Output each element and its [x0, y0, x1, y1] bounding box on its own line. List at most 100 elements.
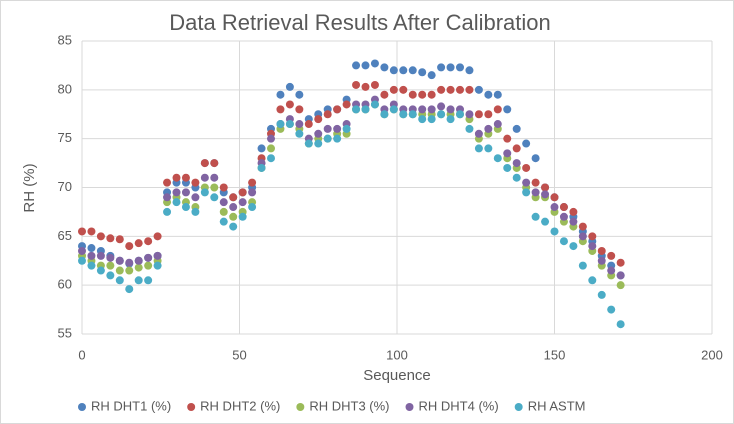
data-point [522, 178, 531, 187]
data-point [616, 271, 625, 280]
data-point [446, 105, 455, 114]
data-point [522, 139, 531, 148]
data-point [616, 258, 625, 267]
data-point [569, 207, 578, 216]
data-point [503, 149, 512, 158]
data-point [181, 173, 190, 182]
data-point [569, 242, 578, 251]
data-point [229, 193, 238, 202]
data-point [361, 61, 370, 70]
data-point [559, 203, 568, 212]
data-point [219, 207, 228, 216]
data-point [181, 188, 190, 197]
legend-label: RH ASTM [528, 398, 586, 413]
data-point [550, 227, 559, 236]
y-axis-label: RH (%) [21, 163, 38, 212]
data-point [115, 266, 124, 275]
data-point [465, 85, 474, 94]
data-point [87, 227, 96, 236]
data-point [314, 139, 323, 148]
data-point [257, 144, 266, 153]
data-point [522, 163, 531, 172]
data-point [352, 80, 361, 89]
data-point [427, 115, 436, 124]
data-point [304, 120, 313, 129]
data-point [427, 71, 436, 80]
data-point [418, 90, 427, 99]
data-point [588, 276, 597, 285]
data-point [229, 212, 238, 221]
data-point [559, 237, 568, 246]
data-point [503, 105, 512, 114]
data-point [191, 178, 200, 187]
data-point [389, 105, 398, 114]
data-point [569, 217, 578, 226]
data-point [153, 261, 162, 270]
data-point [361, 82, 370, 91]
data-point [219, 217, 228, 226]
data-point [87, 261, 96, 270]
data-point [361, 105, 370, 114]
data-point [512, 173, 521, 182]
data-point [172, 173, 181, 182]
data-point [323, 110, 332, 119]
x-tick-label: 150 [544, 347, 566, 362]
data-point [352, 105, 361, 114]
data-point [106, 261, 115, 270]
data-point [153, 251, 162, 260]
data-point [333, 134, 342, 143]
data-point [210, 193, 219, 202]
data-point [323, 124, 332, 133]
data-point [541, 190, 550, 199]
data-point [267, 144, 275, 153]
legend-label: RH DHT3 (%) [309, 398, 389, 413]
data-point [389, 66, 398, 75]
data-point [522, 188, 531, 197]
data-point [191, 193, 200, 202]
data-point [616, 320, 625, 329]
data-point [248, 203, 257, 212]
data-point [597, 290, 606, 299]
data-point [115, 276, 124, 285]
data-point [125, 242, 134, 251]
x-axis-label: Sequence [363, 367, 431, 384]
data-point [531, 188, 540, 197]
y-tick-label: 75 [58, 130, 72, 145]
data-point [229, 222, 238, 231]
data-point [115, 256, 124, 265]
data-point [125, 266, 134, 275]
data-point [134, 256, 143, 265]
data-point [285, 82, 294, 91]
data-point [163, 178, 172, 187]
data-point [550, 203, 559, 212]
data-point [607, 251, 616, 260]
data-point [200, 159, 209, 168]
data-point [134, 276, 143, 285]
data-point [87, 251, 96, 260]
chart-title: Data Retrieval Results After Calibration [169, 10, 551, 35]
data-point [248, 178, 257, 187]
data-point [106, 253, 115, 262]
data-point [550, 193, 559, 202]
data-point [219, 183, 228, 192]
data-point [446, 115, 455, 124]
data-point [456, 110, 464, 119]
data-point [163, 193, 172, 202]
data-point [314, 129, 323, 138]
legend-label: RH DHT2 (%) [200, 398, 280, 413]
data-point [380, 110, 389, 119]
data-point [314, 115, 323, 124]
data-point [181, 203, 190, 212]
data-point [503, 134, 512, 143]
legend-marker [514, 403, 523, 411]
y-tick-label: 80 [58, 81, 72, 96]
data-point [115, 235, 124, 244]
data-point [541, 183, 550, 192]
data-point [172, 188, 181, 197]
data-point [238, 198, 247, 207]
data-point [512, 144, 521, 153]
data-point [257, 163, 266, 172]
data-point [437, 102, 446, 111]
data-point [267, 134, 275, 143]
